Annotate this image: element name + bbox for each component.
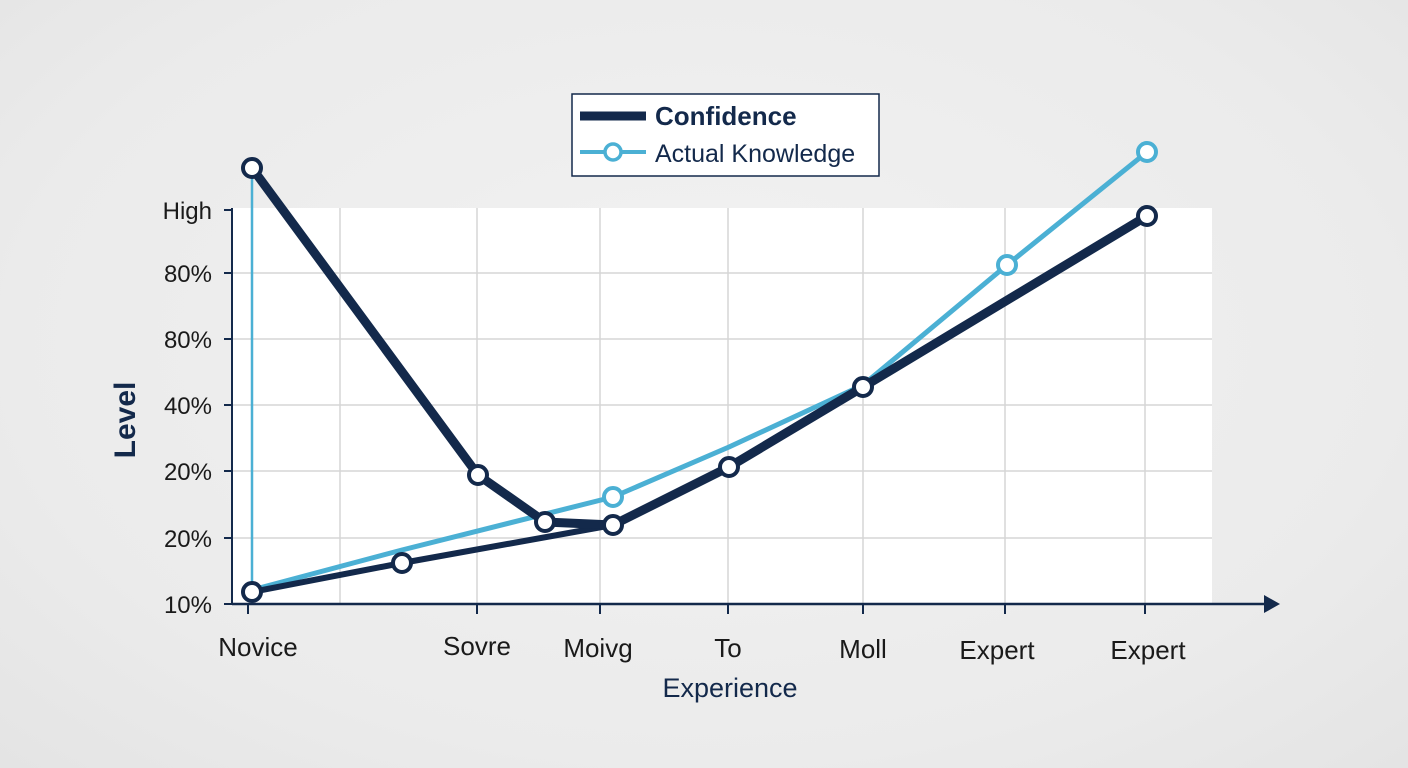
series-group <box>241 141 1158 603</box>
y-tick-label: 20% <box>164 526 212 553</box>
point-actual-knowledge <box>1136 141 1158 163</box>
y-tick-label: 10% <box>164 592 212 619</box>
point-confidence <box>1136 205 1158 227</box>
point-actual-knowledge <box>602 486 624 508</box>
legend-label-confidence: Confidence <box>655 101 797 131</box>
axes <box>224 208 1280 614</box>
y-tick-label: 20% <box>164 459 212 486</box>
x-tick-label: To <box>714 633 741 663</box>
x-tick-label: Expert <box>1110 635 1186 665</box>
point-confidence <box>602 514 624 536</box>
legend-marker-knowledge <box>603 142 623 162</box>
point-confidence <box>852 376 874 398</box>
legend-label-knowledge: Actual Knowledge <box>655 140 855 168</box>
point-confidence <box>241 581 263 603</box>
x-tick-labels: Novice Sovre Moivg To Moll Expert Expert <box>218 631 1186 665</box>
x-axis-arrow <box>1264 595 1280 613</box>
x-axis-title: Experience <box>662 673 797 703</box>
legend: Confidence Actual Knowledge <box>571 93 880 177</box>
point-confidence <box>718 456 740 478</box>
y-tick-label: 80% <box>164 327 212 354</box>
point-confidence <box>241 157 263 179</box>
point-actual-knowledge <box>996 254 1018 276</box>
y-tick-label: 80% <box>164 261 212 288</box>
x-tick-label: Moll <box>839 634 887 664</box>
x-tick-label: Sovre <box>443 631 511 661</box>
y-axis-title: Level <box>109 382 142 459</box>
y-tick-label: 40% <box>164 393 212 420</box>
point-confidence <box>534 511 556 533</box>
legend-box <box>571 93 880 177</box>
x-tick-label: Novice <box>218 632 297 662</box>
y-tick-label: High <box>163 198 212 225</box>
y-tick-labels: 10% 20% 20% 40% 80% 80% High <box>163 198 212 619</box>
x-tick-label: Expert <box>959 635 1035 665</box>
x-tick-label: Moivg <box>563 633 632 663</box>
point-confidence <box>391 552 413 574</box>
point-confidence <box>467 464 489 486</box>
